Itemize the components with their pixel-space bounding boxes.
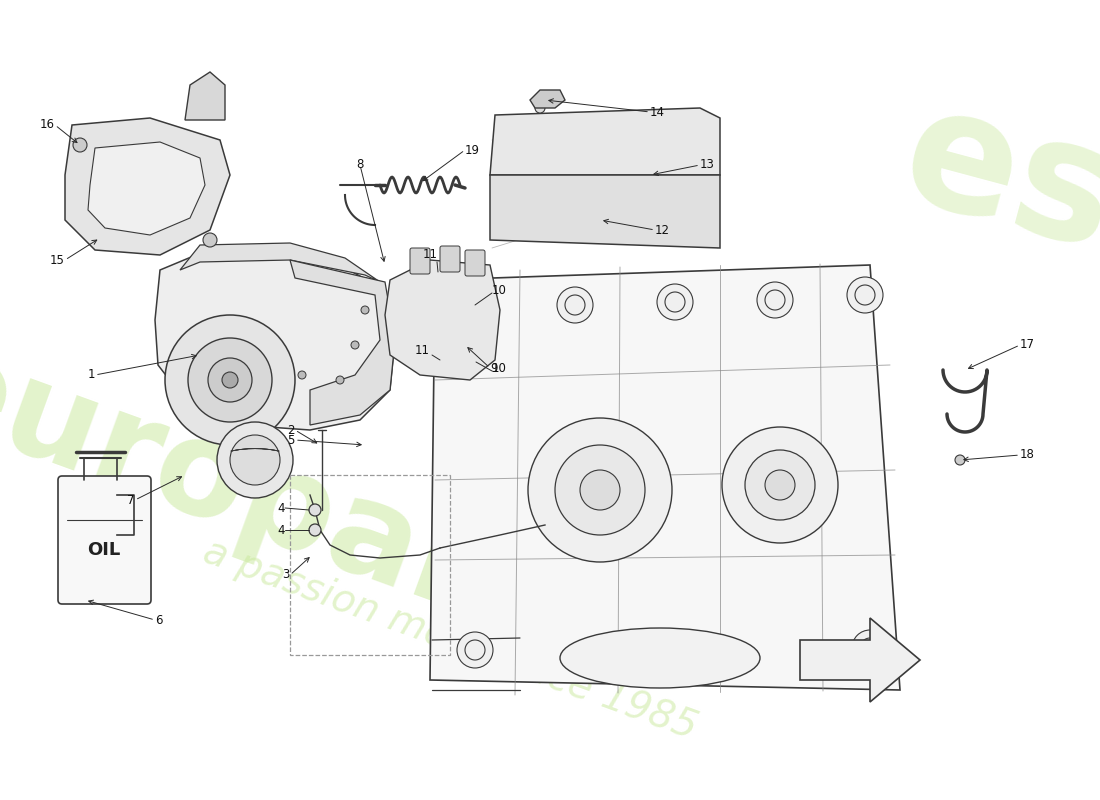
Circle shape	[222, 372, 238, 388]
Circle shape	[456, 632, 493, 668]
Text: 15: 15	[51, 254, 65, 266]
Circle shape	[666, 292, 685, 312]
Circle shape	[860, 638, 880, 658]
Polygon shape	[65, 118, 230, 255]
Circle shape	[757, 282, 793, 318]
Polygon shape	[180, 243, 380, 282]
Circle shape	[230, 435, 280, 485]
Text: europar: europar	[0, 320, 498, 640]
Text: a passion more since 1985: a passion more since 1985	[198, 533, 702, 747]
Circle shape	[309, 504, 321, 516]
Text: 17: 17	[1020, 338, 1035, 351]
Circle shape	[528, 418, 672, 562]
Text: 13: 13	[700, 158, 715, 171]
Polygon shape	[155, 245, 395, 430]
Circle shape	[465, 640, 485, 660]
Polygon shape	[430, 265, 900, 690]
Polygon shape	[185, 72, 226, 120]
Circle shape	[657, 284, 693, 320]
Circle shape	[298, 371, 306, 379]
Text: 10: 10	[492, 362, 507, 374]
Polygon shape	[385, 260, 501, 380]
Circle shape	[208, 358, 252, 402]
Polygon shape	[530, 90, 565, 108]
Circle shape	[73, 138, 87, 152]
Text: es: es	[887, 74, 1100, 286]
FancyBboxPatch shape	[410, 248, 430, 274]
Circle shape	[955, 455, 965, 465]
Circle shape	[745, 450, 815, 520]
Text: 10: 10	[492, 283, 507, 297]
Text: 7: 7	[128, 494, 135, 506]
Circle shape	[336, 376, 344, 384]
FancyBboxPatch shape	[440, 246, 460, 272]
Circle shape	[722, 427, 838, 543]
Circle shape	[580, 470, 620, 510]
Text: 3: 3	[283, 569, 290, 582]
Text: 4: 4	[277, 523, 285, 537]
Polygon shape	[290, 260, 395, 425]
Circle shape	[764, 470, 795, 500]
Polygon shape	[490, 108, 720, 175]
Circle shape	[456, 292, 493, 328]
Text: 11: 11	[422, 249, 438, 262]
Ellipse shape	[560, 628, 760, 688]
Circle shape	[309, 524, 321, 536]
Text: 4: 4	[277, 502, 285, 514]
Circle shape	[764, 290, 785, 310]
Text: 11: 11	[415, 343, 430, 357]
Circle shape	[847, 277, 883, 313]
Text: 2: 2	[287, 423, 295, 437]
Text: 14: 14	[650, 106, 666, 118]
Circle shape	[565, 295, 585, 315]
Circle shape	[188, 338, 272, 422]
Circle shape	[556, 445, 645, 535]
Circle shape	[557, 287, 593, 323]
Text: 8: 8	[356, 158, 364, 171]
Polygon shape	[88, 142, 205, 235]
Circle shape	[855, 285, 875, 305]
Circle shape	[217, 422, 293, 498]
Text: 12: 12	[654, 223, 670, 237]
Circle shape	[204, 233, 217, 247]
Circle shape	[165, 315, 295, 445]
Circle shape	[361, 306, 368, 314]
Text: 18: 18	[1020, 449, 1035, 462]
Circle shape	[465, 300, 485, 320]
FancyBboxPatch shape	[58, 476, 151, 604]
Circle shape	[535, 103, 544, 113]
Circle shape	[351, 341, 359, 349]
Text: 16: 16	[40, 118, 55, 131]
Text: 19: 19	[465, 143, 480, 157]
Polygon shape	[490, 175, 720, 248]
Text: OIL: OIL	[87, 541, 121, 559]
Text: 5: 5	[287, 434, 295, 446]
Bar	[290, 475, 450, 655]
Polygon shape	[800, 618, 920, 702]
Circle shape	[852, 630, 888, 666]
FancyBboxPatch shape	[465, 250, 485, 276]
Text: 9: 9	[490, 362, 497, 374]
Text: 6: 6	[155, 614, 163, 626]
Text: 1: 1	[88, 369, 95, 382]
